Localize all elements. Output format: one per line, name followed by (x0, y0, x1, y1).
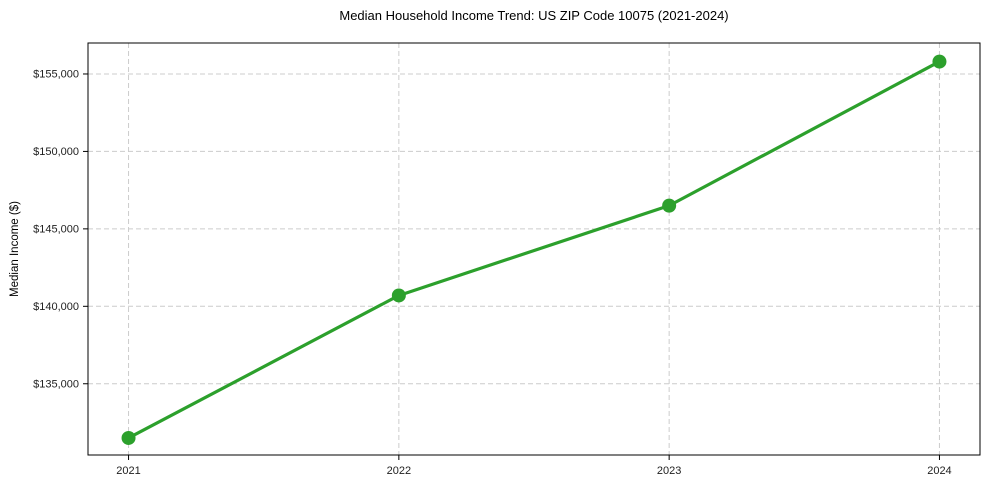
x-tick-label: 2021 (116, 465, 140, 477)
y-tick-label: $150,000 (33, 146, 79, 158)
data-point (391, 288, 406, 303)
x-tick-label: 2022 (387, 465, 411, 477)
trend-line (126, 59, 942, 440)
plot-border (87, 42, 981, 456)
y-tick-label: $155,000 (33, 68, 79, 80)
chart-title: Median Household Income Trend: US ZIP Co… (339, 8, 729, 23)
data-point (662, 198, 677, 213)
x-tick-label: 2023 (657, 465, 681, 477)
x-tick-label: 2024 (927, 465, 951, 477)
y-tick-label: $145,000 (33, 223, 79, 235)
y-tick-label: $140,000 (33, 301, 79, 313)
data-point (932, 54, 947, 69)
y-tick-label: $135,000 (33, 378, 79, 390)
data-point (121, 430, 136, 445)
